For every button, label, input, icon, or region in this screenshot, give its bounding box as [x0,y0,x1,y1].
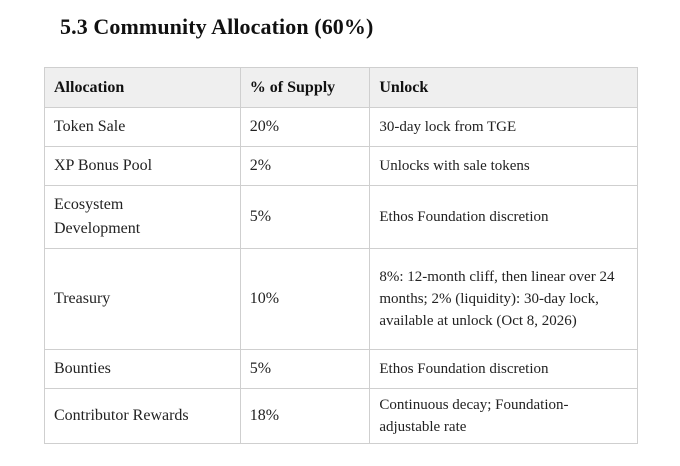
table-row: Treasury 10% 8%: 12-month cliff, then li… [44,248,638,350]
header-unlock: Unlock [369,67,638,108]
cell-supply: 10% [239,248,371,350]
cell-allocation: Contributor Rewards [44,388,241,444]
community-allocation-table: Allocation % of Supply Unlock Token Sale… [44,67,638,444]
cell-unlock: Ethos Foundation discretion [369,349,638,389]
cell-supply: 5% [239,185,371,249]
cell-allocation-text: Ecosystem Development [54,196,141,237]
table-row: Ecosystem Development 5% Ethos Foundatio… [44,185,638,249]
cell-allocation: Token Sale [44,107,241,147]
section-title: 5.3 Community Allocation (60%) [60,14,374,39]
cell-supply: 5% [239,349,371,389]
table-row: XP Bonus Pool 2% Unlocks with sale token… [44,146,638,186]
header-allocation: Allocation [44,67,241,108]
cell-unlock: 30-day lock from TGE [369,107,638,147]
table-row: Bounties 5% Ethos Foundation discretion [44,349,638,389]
cell-unlock: 8%: 12-month cliff, then linear over 24 … [369,248,638,350]
cell-unlock: Unlocks with sale tokens [369,146,638,186]
cell-allocation: XP Bonus Pool [44,146,241,186]
header-percent-of-supply: % of Supply [239,67,371,108]
cell-supply: 2% [239,146,371,186]
cell-allocation: Bounties [44,349,241,389]
table-row: Token Sale 20% 30-day lock from TGE [44,107,638,147]
cell-supply: 18% [239,388,371,444]
cell-allocation: Ecosystem Development [44,185,241,249]
cell-supply: 20% [239,107,371,147]
table-header-row: Allocation % of Supply Unlock [44,67,638,108]
cell-unlock-text: Continuous decay; Foundation-adjustable … [379,397,569,435]
cell-unlock: Ethos Foundation discretion [369,185,638,249]
table-row: Contributor Rewards 18% Continuous decay… [44,388,638,444]
cell-allocation: Treasury [44,248,241,350]
cell-unlock: Continuous decay; Foundation-adjustable … [369,388,638,444]
